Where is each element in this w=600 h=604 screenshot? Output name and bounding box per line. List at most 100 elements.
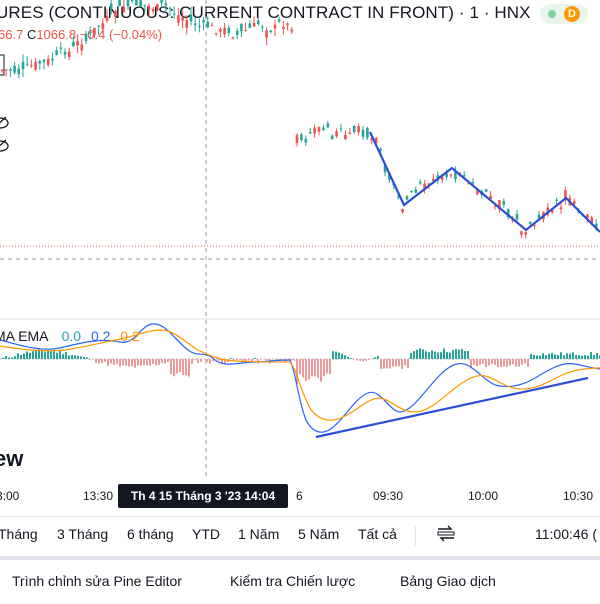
histogram-bar bbox=[410, 353, 412, 359]
histogram-bar bbox=[338, 353, 340, 359]
histogram-bar bbox=[377, 356, 379, 359]
candle-body bbox=[362, 130, 365, 137]
candle-body bbox=[13, 66, 16, 73]
candle-body bbox=[76, 41, 79, 45]
zigzag-trendline[interactable] bbox=[370, 132, 600, 232]
histogram-bar bbox=[5, 356, 7, 359]
candle-body bbox=[202, 20, 205, 22]
tab-strategy-tester[interactable]: Kiểm tra Chiến lược bbox=[230, 573, 355, 589]
clock-timezone[interactable]: 11:00:46 ( bbox=[535, 526, 597, 542]
histogram-bar bbox=[425, 351, 427, 359]
histogram-bar bbox=[329, 359, 331, 374]
histogram-bar bbox=[464, 351, 466, 359]
histogram-bar bbox=[251, 359, 253, 361]
histogram-bar bbox=[134, 359, 136, 368]
histogram-bar bbox=[506, 359, 508, 367]
histogram-bar bbox=[68, 356, 70, 359]
histogram-bar bbox=[317, 359, 319, 378]
histogram-bar bbox=[494, 359, 496, 365]
range-button-month[interactable]: Tháng bbox=[0, 526, 38, 542]
range-button-all[interactable]: Tất cả bbox=[358, 526, 397, 542]
histogram-bar bbox=[197, 359, 199, 363]
histogram-bar bbox=[230, 358, 232, 359]
candle-body bbox=[127, 0, 130, 6]
histogram-bar bbox=[386, 359, 388, 368]
histogram-bar bbox=[461, 349, 463, 359]
histogram-bar bbox=[80, 356, 82, 359]
candle-body bbox=[244, 30, 247, 31]
histogram-bar bbox=[320, 359, 322, 382]
candle-body bbox=[291, 30, 294, 32]
candle-body bbox=[89, 32, 92, 34]
histogram-bar bbox=[8, 358, 10, 359]
histogram-bar bbox=[20, 355, 22, 359]
histogram-bar bbox=[368, 359, 370, 360]
candle-body bbox=[114, 11, 117, 17]
histogram-bar bbox=[512, 359, 514, 364]
candle-body bbox=[419, 182, 422, 184]
macd-legend[interactable]: MA EMA 0.0 0.2 0.2 bbox=[0, 328, 140, 344]
candle-body bbox=[472, 182, 475, 183]
candle-body bbox=[309, 132, 312, 133]
candle-body bbox=[340, 128, 343, 129]
histogram-bar bbox=[311, 359, 313, 376]
range-button-1-year[interactable]: 1 Năm bbox=[238, 526, 279, 542]
hide-eye-icon[interactable] bbox=[0, 140, 8, 152]
histogram-bar bbox=[59, 351, 61, 359]
candle-body bbox=[215, 33, 218, 34]
histogram-bar bbox=[365, 359, 367, 361]
candle-body bbox=[198, 26, 201, 27]
range-button-5-years[interactable]: 5 Năm bbox=[298, 526, 339, 542]
range-button-ytd[interactable]: YTD bbox=[192, 526, 220, 542]
candle-body bbox=[30, 65, 33, 66]
time-tick: 09:30 bbox=[373, 489, 403, 503]
candle-body bbox=[335, 131, 338, 136]
hide-eye-icon[interactable] bbox=[0, 117, 8, 129]
histogram-bar bbox=[455, 349, 457, 359]
candle-body bbox=[51, 59, 54, 61]
candle-body bbox=[274, 25, 277, 29]
range-button-6-months[interactable]: 6 tháng bbox=[127, 526, 174, 542]
go-to-date-icon[interactable] bbox=[435, 523, 457, 548]
indicator-name: MA EMA bbox=[0, 328, 48, 344]
histogram-bar bbox=[188, 359, 190, 377]
histogram-bar bbox=[557, 355, 559, 359]
candle-body bbox=[34, 62, 37, 70]
histogram-bar bbox=[563, 355, 565, 359]
histogram-bar bbox=[452, 350, 454, 359]
histogram-bar bbox=[401, 359, 403, 369]
candle-body bbox=[525, 232, 528, 234]
histogram-bar bbox=[218, 359, 220, 361]
price-chart[interactable] bbox=[0, 0, 600, 480]
candle-body bbox=[249, 24, 252, 28]
candle-body bbox=[240, 24, 243, 32]
candle-body bbox=[160, 0, 163, 3]
histogram-bar bbox=[587, 356, 589, 359]
histogram-bar bbox=[431, 350, 433, 359]
candle-body bbox=[555, 200, 558, 201]
histogram-bar bbox=[404, 359, 406, 365]
candle-body bbox=[282, 27, 285, 29]
histogram-bar bbox=[449, 353, 451, 359]
histogram-bar bbox=[590, 352, 592, 359]
tab-pine-editor[interactable]: Trình chỉnh sửa Pine Editor bbox=[12, 573, 182, 589]
candle-body bbox=[123, 7, 126, 12]
bottom-panel-tabs: Trình chỉnh sửa Pine Editor Kiểm tra Chi… bbox=[0, 556, 600, 604]
candle-body bbox=[18, 69, 21, 74]
histogram-bar bbox=[266, 359, 268, 360]
candle-body bbox=[81, 44, 84, 50]
candle-body bbox=[139, 0, 142, 7]
candle-body bbox=[156, 4, 159, 10]
histogram-bar bbox=[596, 353, 598, 359]
date-range-toolbar: Tháng 3 Tháng 6 tháng YTD 1 Năm 5 Năm Tấ… bbox=[0, 516, 600, 553]
histogram-bar bbox=[476, 359, 478, 366]
range-button-3-months[interactable]: 3 Tháng bbox=[57, 526, 108, 542]
histogram-bar bbox=[206, 359, 208, 362]
histogram-value: 0.0 bbox=[62, 328, 81, 344]
divergence-trendline[interactable] bbox=[316, 378, 588, 437]
histogram-bar bbox=[341, 354, 343, 359]
histogram-bar bbox=[32, 351, 34, 359]
tab-trading-panel[interactable]: Bảng Giao dịch bbox=[400, 573, 496, 589]
histogram-bar bbox=[2, 358, 4, 359]
histogram-bar bbox=[35, 350, 37, 359]
